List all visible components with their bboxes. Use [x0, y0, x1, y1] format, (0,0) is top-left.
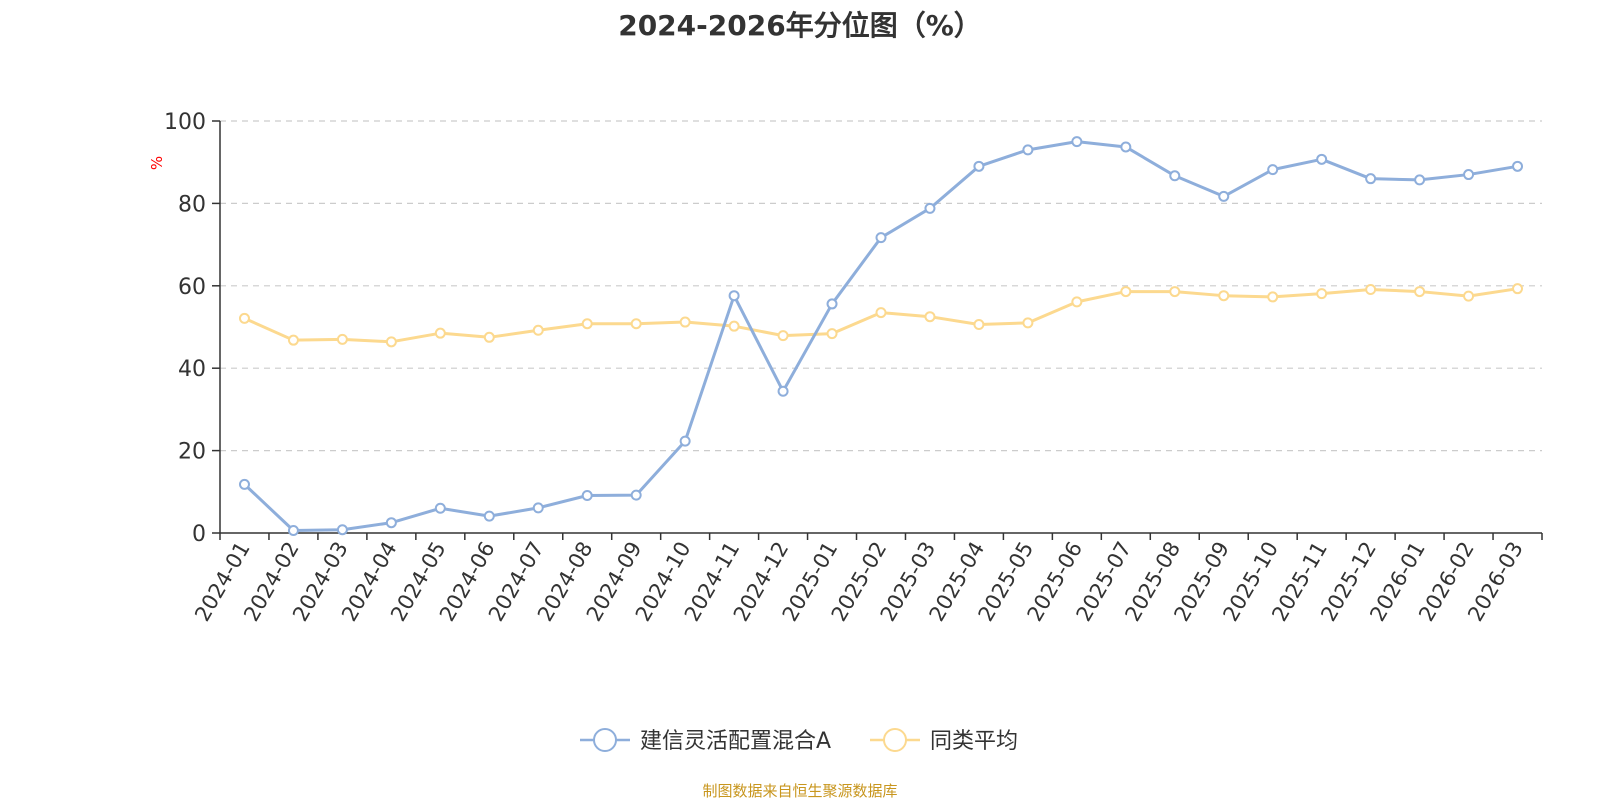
series-1-point [287, 525, 299, 537]
legend-label: 同类平均 [930, 729, 1018, 754]
series-1-point [1463, 169, 1475, 181]
series-2-point [483, 331, 495, 343]
grid-lines [220, 120, 1542, 452]
y-tick-label: 80 [178, 192, 206, 217]
series-2-point [973, 319, 985, 331]
series-2-point [1267, 291, 1279, 303]
series-2-point [434, 327, 446, 339]
chart-title: 2024-2026年分位图（%） [618, 9, 982, 42]
y-tick-label: 100 [164, 110, 206, 135]
series-1-point [1022, 144, 1034, 156]
series-2-point [1365, 284, 1377, 296]
legend-item-1[interactable]: 建信灵活配置混合A [580, 728, 831, 754]
series-1-point [1267, 164, 1279, 176]
series-2-point [1120, 286, 1132, 298]
series-1-point [1512, 160, 1524, 172]
series-2-point [630, 318, 642, 330]
series-1-point [1316, 153, 1328, 165]
series-1-point [483, 510, 495, 522]
series-2-point [336, 333, 348, 345]
series-1-point [1218, 190, 1230, 202]
series-2-point [1512, 283, 1524, 295]
y-tick-label: 0 [192, 522, 206, 547]
series-2-point [728, 320, 740, 332]
series-1-point [385, 517, 397, 529]
series-2-point [1463, 290, 1475, 302]
series-1-point [434, 502, 446, 514]
series-1-point [1365, 173, 1377, 185]
series-2-point [1169, 286, 1181, 298]
series-2-point [532, 324, 544, 336]
series-1-point [875, 232, 887, 244]
series-1-point [581, 490, 593, 502]
series-1-point [924, 202, 936, 214]
series-1-point [1071, 136, 1083, 148]
series-1-point [973, 160, 985, 172]
source-note: 制图数据来自恒生聚源数据库 [702, 782, 898, 800]
series-2-point [1022, 317, 1034, 329]
series-2-point [385, 336, 397, 348]
legend-marker-icon [593, 728, 617, 752]
series-1-point [679, 435, 691, 447]
series-1-point [777, 385, 789, 397]
legend[interactable]: 建信灵活配置混合A 同类平均 [580, 728, 1018, 754]
series-2-point [777, 330, 789, 342]
series-2-point [924, 311, 936, 323]
series-line-1 [242, 140, 1520, 533]
y-tick-label: 60 [178, 275, 206, 300]
y-axis-label: % [148, 156, 166, 170]
series-2-point [1071, 296, 1083, 308]
series-1-point [336, 524, 348, 536]
series-2-point [1414, 286, 1426, 298]
series-2-point [1218, 290, 1230, 302]
legend-marker-icon [883, 728, 907, 752]
series-2-point [238, 312, 250, 324]
series-2-point [581, 318, 593, 330]
series-layer [238, 136, 1524, 537]
series-1-point [1169, 170, 1181, 182]
series-1-point [728, 290, 740, 302]
series-1-point [532, 502, 544, 514]
y-tick-label: 20 [178, 440, 206, 465]
series-2-point [826, 328, 838, 340]
series-2-point [679, 316, 691, 328]
series-1-point [238, 478, 250, 490]
series-2-point [875, 307, 887, 319]
y-tick-label: 40 [178, 357, 206, 382]
series-2-point [287, 334, 299, 346]
legend-item-2[interactable]: 同类平均 [870, 728, 1018, 754]
series-1-point [630, 489, 642, 501]
legend-label: 建信灵活配置混合A [640, 729, 831, 754]
series-1-point [1120, 141, 1132, 153]
series-2-point [1316, 288, 1328, 300]
series-1-point [1414, 174, 1426, 186]
series-1-point [826, 298, 838, 310]
